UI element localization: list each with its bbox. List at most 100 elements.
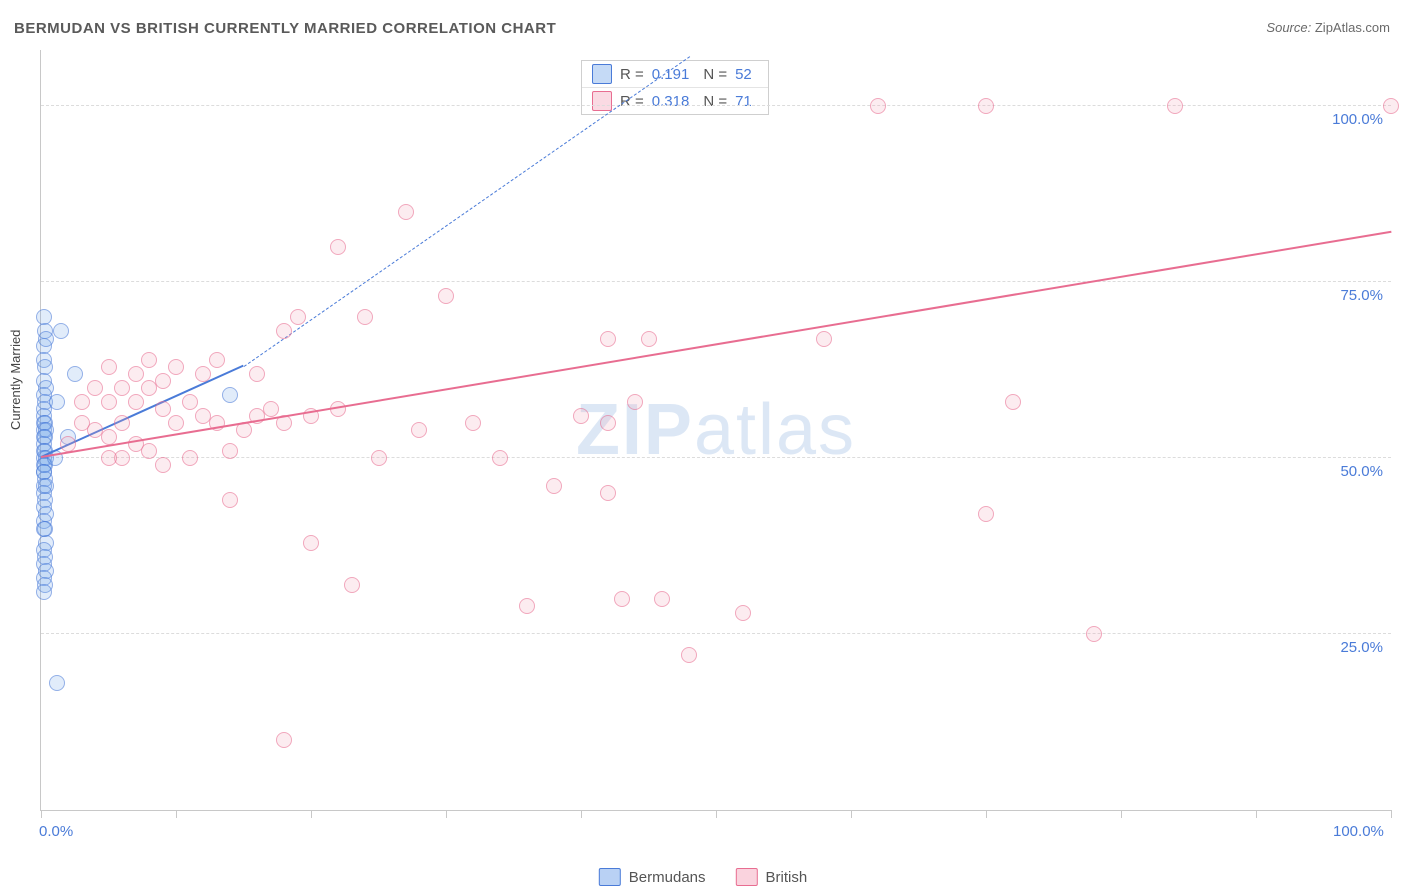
plot-area: ZIPatlas R =0.191N =52R =0.318N =71 25.0… [40, 50, 1391, 811]
legend-item: Bermudans [599, 868, 706, 886]
stat-label: N = [703, 93, 727, 110]
data-point [614, 591, 630, 607]
data-point [411, 422, 427, 438]
stat-label: N = [703, 66, 727, 83]
data-point [573, 408, 589, 424]
data-point [1005, 394, 1021, 410]
data-point [290, 309, 306, 325]
data-point [978, 98, 994, 114]
data-point [398, 204, 414, 220]
data-point [141, 443, 157, 459]
stat-n: 71 [735, 93, 752, 110]
stat-n: 52 [735, 66, 752, 83]
data-point [519, 598, 535, 614]
data-point [209, 352, 225, 368]
data-point [114, 380, 130, 396]
stat-r: 0.318 [652, 93, 690, 110]
legend-label: British [766, 869, 808, 886]
data-point [344, 577, 360, 593]
gridline [41, 281, 1391, 282]
legend-label: Bermudans [629, 869, 706, 886]
source-value: ZipAtlas.com [1315, 20, 1390, 35]
x-tick [851, 810, 852, 818]
x-tick [581, 810, 582, 818]
data-point [600, 485, 616, 501]
gridline [41, 105, 1391, 106]
data-point [1167, 98, 1183, 114]
data-point [303, 535, 319, 551]
data-point [681, 647, 697, 663]
stat-label: R = [620, 66, 644, 83]
data-point [168, 359, 184, 375]
x-tick [986, 810, 987, 818]
data-point [1383, 98, 1399, 114]
data-point [357, 309, 373, 325]
data-point [49, 394, 65, 410]
y-tick-label: 75.0% [1340, 287, 1383, 304]
chart-title: BERMUDAN VS BRITISH CURRENTLY MARRIED CO… [14, 20, 556, 37]
data-point [155, 457, 171, 473]
legend-swatch [592, 64, 612, 84]
x-tick [1121, 810, 1122, 818]
data-point [816, 331, 832, 347]
data-point [465, 415, 481, 431]
data-point [87, 380, 103, 396]
data-point [222, 492, 238, 508]
data-point [74, 394, 90, 410]
source-label: Source: [1266, 20, 1311, 35]
chart-container: BERMUDAN VS BRITISH CURRENTLY MARRIED CO… [0, 0, 1406, 892]
legend-swatch [599, 868, 621, 886]
data-point [182, 450, 198, 466]
y-tick-label: 100.0% [1332, 111, 1383, 128]
y-tick-label: 50.0% [1340, 463, 1383, 480]
data-point [627, 394, 643, 410]
data-point [546, 478, 562, 494]
data-point [1086, 626, 1102, 642]
data-point [128, 394, 144, 410]
legend-swatch [736, 868, 758, 886]
data-point [53, 323, 69, 339]
data-point [168, 415, 184, 431]
data-point [735, 605, 751, 621]
data-point [438, 288, 454, 304]
gridline [41, 457, 1391, 458]
trendline [243, 56, 689, 366]
x-tick [1391, 810, 1392, 818]
data-point [36, 584, 52, 600]
x-tick-label: 100.0% [1333, 823, 1384, 840]
y-axis-label: Currently Married [8, 330, 23, 430]
x-tick-label: 0.0% [39, 823, 73, 840]
data-point [101, 359, 117, 375]
data-point [492, 450, 508, 466]
data-point [371, 450, 387, 466]
x-tick [446, 810, 447, 818]
data-point [114, 415, 130, 431]
data-point [101, 394, 117, 410]
x-tick [311, 810, 312, 818]
data-point [978, 506, 994, 522]
data-point [870, 98, 886, 114]
legend-item: British [736, 868, 808, 886]
data-point [38, 331, 54, 347]
data-point [49, 675, 65, 691]
data-point [195, 366, 211, 382]
data-point [276, 732, 292, 748]
legend: Bermudans British [599, 868, 807, 886]
data-point [600, 415, 616, 431]
gridline [41, 633, 1391, 634]
trendline [41, 231, 1391, 458]
y-tick-label: 25.0% [1340, 639, 1383, 656]
source-credit: Source: ZipAtlas.com [1266, 20, 1390, 35]
data-point [222, 443, 238, 459]
data-point [141, 352, 157, 368]
data-point [155, 401, 171, 417]
data-point [128, 366, 144, 382]
data-point [101, 450, 117, 466]
data-point [249, 366, 265, 382]
data-point [67, 366, 83, 382]
data-point [330, 239, 346, 255]
data-point [182, 394, 198, 410]
legend-swatch [592, 91, 612, 111]
data-point [263, 401, 279, 417]
x-tick [1256, 810, 1257, 818]
